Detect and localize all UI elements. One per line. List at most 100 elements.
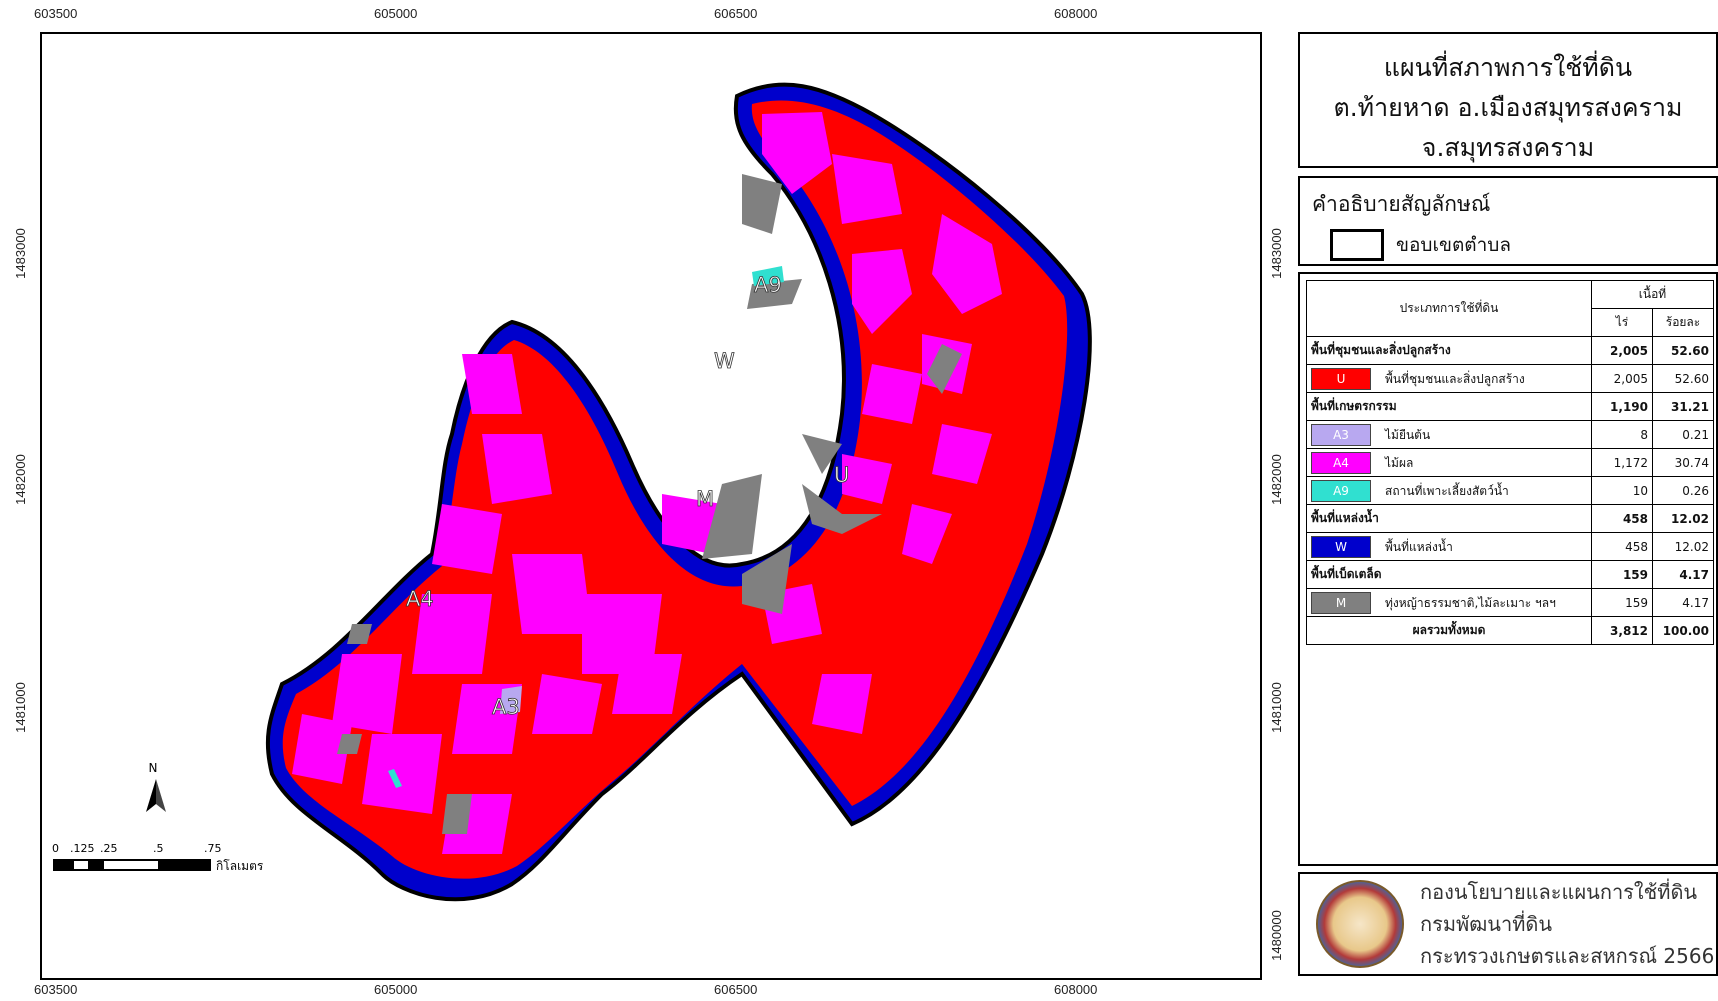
table-percent-cell: 100.00	[1652, 616, 1714, 645]
coord-left-y-2: 1481000	[12, 682, 28, 733]
legend-swatch-w: W	[1311, 535, 1371, 558]
table-rai-cell: 159	[1591, 588, 1653, 617]
legend-panel: คำอธิบายสัญลักษณ์ ขอบเขตตำบล	[1298, 176, 1718, 266]
map-label-w: W	[714, 349, 735, 373]
table-percent-cell: 52.60	[1652, 364, 1714, 393]
table-percent-cell: 4.17	[1652, 560, 1714, 589]
credit-text: กองนโยบายและแผนการใช้ที่ดิน กรมพัฒนาที่ด…	[1420, 876, 1714, 972]
coord-left-y-0: 1483000	[12, 228, 28, 279]
boundary-swatch	[1330, 229, 1384, 261]
coord-bottom-x-2: 606500	[714, 982, 758, 997]
title-line-3: จ.สมุทรสงคราม	[1421, 133, 1595, 162]
north-letter: N	[149, 761, 158, 775]
table-row: U พื้นที่ชุมชนและสิ่งปลูกสร้าง 2,005 52.60	[1306, 364, 1714, 393]
table-category-label: พื้นที่แหล่งน้ำ	[1306, 504, 1592, 533]
north-arrow-icon	[146, 779, 156, 812]
table-item-label-cell: W พื้นที่แหล่งน้ำ	[1306, 532, 1592, 561]
north-arrow-icon-right	[156, 779, 166, 812]
table-total-label: ผลรวมทั้งหมด	[1306, 616, 1592, 645]
table-percent-cell: 30.74	[1652, 448, 1714, 477]
legend-title: คำอธิบายสัญลักษณ์	[1312, 192, 1491, 216]
legend-swatch-m: M	[1311, 591, 1371, 614]
table-category-label: พื้นที่เกษตรกรรม	[1306, 392, 1592, 421]
table-category-label: พื้นที่ชุมชนและสิ่งปลูกสร้าง	[1306, 336, 1592, 365]
scale-tick-0: 0	[52, 842, 59, 855]
table-rai-cell: 458	[1591, 532, 1653, 561]
table-item-label: สถานที่เพาะเลี้ยงสัตว์น้ำ	[1385, 483, 1509, 498]
header-type: ประเภทการใช้ที่ดิน	[1306, 280, 1592, 337]
coord-left-y-1: 1482000	[12, 454, 28, 505]
table-row: M ทุ่งหญ้าธรรมชาติ,ไม้ละเมาะ ฯลฯ 159 4.17	[1306, 588, 1714, 617]
table-rai-cell: 10	[1591, 476, 1653, 505]
coord-right-y-3: 1480000	[1268, 910, 1284, 961]
scale-unit: กิโลเมตร	[216, 859, 264, 873]
table-percent-cell: 31.21	[1652, 392, 1714, 421]
table-category-row: พื้นที่ชุมชนและสิ่งปลูกสร้าง 2,005 52.60	[1306, 336, 1714, 365]
misc-grassland-patches	[337, 174, 962, 834]
table-item-label: ไม้ผล	[1385, 455, 1414, 470]
coord-top-x-2: 606500	[714, 6, 758, 21]
legend-swatch-a4: A4	[1311, 451, 1371, 474]
scale-bar: 0 .125 .25 .5 .75 กิโลเมตร	[52, 842, 264, 873]
scale-tick-4: .75	[204, 842, 222, 855]
credit-panel: กองนโยบายและแผนการใช้ที่ดิน กรมพัฒนาที่ด…	[1298, 872, 1718, 976]
land-use-table-panel: ประเภทการใช้ที่ดิน เนื้อที่ ไร่ ร้อยละ พ…	[1298, 272, 1718, 866]
map-label-a4: A4	[406, 587, 434, 611]
table-category-row: พื้นที่เบ็ดเตล็ด 159 4.17	[1306, 560, 1714, 589]
aquaculture-patch	[752, 266, 784, 286]
table-item-label: ทุ่งหญ้าธรรมชาติ,ไม้ละเมาะ ฯลฯ	[1385, 595, 1556, 610]
title-line-1: แผนที่สภาพการใช้ที่ดิน	[1383, 53, 1633, 82]
perennial-tree-patch	[500, 686, 522, 714]
legend-swatch-u: U	[1311, 367, 1371, 390]
credit-line-1: กองนโยบายและแผนการใช้ที่ดิน	[1420, 880, 1698, 904]
table-rai-cell: 3,812	[1591, 616, 1653, 645]
table-percent-cell: 0.26	[1652, 476, 1714, 505]
table-rai-cell: 159	[1591, 560, 1653, 589]
table-percent-cell: 12.02	[1652, 504, 1714, 533]
table-row: A3 ไม้ยืนต้น 8 0.21	[1306, 420, 1714, 449]
coord-bottom-x-3: 608000	[1054, 982, 1098, 997]
table-item-label: พื้นที่แหล่งน้ำ	[1385, 539, 1453, 554]
credit-line-3: กระทรวงเกษตรและสหกรณ์ 2566	[1420, 944, 1715, 968]
table-rai-cell: 458	[1591, 504, 1653, 533]
table-total-row: ผลรวมทั้งหมด 3,812 100.00	[1306, 616, 1714, 645]
map-label-m: M	[696, 487, 714, 511]
table-item-label-cell: A9 สถานที่เพาะเลี้ยงสัตว์น้ำ	[1306, 476, 1592, 505]
legend-swatch-a9: A9	[1311, 479, 1371, 502]
legend-boundary-row: ขอบเขตตำบล	[1312, 229, 1704, 261]
credit-line-2: กรมพัฒนาที่ดิน	[1420, 912, 1553, 936]
table-rai-cell: 2,005	[1591, 336, 1653, 365]
table-rai-cell: 2,005	[1591, 364, 1653, 393]
header-area: เนื้อที่	[1591, 280, 1714, 309]
land-use-map[interactable]: A9 W U M A4 A3 N 0 .125 .25 .5 .75 กิโลเ…	[42, 34, 1260, 978]
header-percent: ร้อยละ	[1652, 308, 1714, 337]
title-panel: แผนที่สภาพการใช้ที่ดิน ต.ท้ายหาด อ.เมือง…	[1298, 32, 1718, 168]
scale-tick-3: .5	[153, 842, 164, 855]
aquaculture-patch-south	[388, 769, 402, 788]
coord-top-x-1: 605000	[374, 6, 418, 21]
map-label-a3: A3	[492, 695, 520, 719]
map-label-a9: A9	[754, 273, 782, 297]
table-item-label-cell: A4 ไม้ผล	[1306, 448, 1592, 477]
table-category-row: พื้นที่แหล่งน้ำ 458 12.02	[1306, 504, 1714, 533]
table-rai-cell: 8	[1591, 420, 1653, 449]
table-percent-cell: 4.17	[1652, 588, 1714, 617]
table-body: พื้นที่ชุมชนและสิ่งปลูกสร้าง 2,005 52.60 U พ…	[1306, 336, 1714, 645]
fruit-orchard-patches	[292, 112, 1002, 854]
coord-right-y-0: 1483000	[1268, 228, 1284, 279]
map-frame[interactable]: A9 W U M A4 A3 N 0 .125 .25 .5 .75 กิโลเ…	[40, 32, 1262, 980]
table-category-label: พื้นที่เบ็ดเตล็ด	[1306, 560, 1592, 589]
boundary-label: ขอบเขตตำบล	[1396, 234, 1511, 256]
coord-bottom-x-0: 603500	[34, 982, 78, 997]
table-item-label-cell: A3 ไม้ยืนต้น	[1306, 420, 1592, 449]
title-line-2: ต.ท้ายหาด อ.เมืองสมุทรสงคราม	[1333, 93, 1683, 122]
table-item-label-cell: M ทุ่งหญ้าธรรมชาติ,ไม้ละเมาะ ฯลฯ	[1306, 588, 1592, 617]
department-seal-logo	[1316, 880, 1404, 968]
table-row: W พื้นที่แหล่งน้ำ 458 12.02	[1306, 532, 1714, 561]
table-rai-cell: 1,172	[1591, 448, 1653, 477]
header-rai: ไร่	[1591, 308, 1653, 337]
coord-right-y-1: 1482000	[1268, 454, 1284, 505]
table-percent-cell: 0.21	[1652, 420, 1714, 449]
table-item-label-cell: U พื้นที่ชุมชนและสิ่งปลูกสร้าง	[1306, 364, 1592, 393]
coord-top-x-0: 603500	[34, 6, 78, 21]
